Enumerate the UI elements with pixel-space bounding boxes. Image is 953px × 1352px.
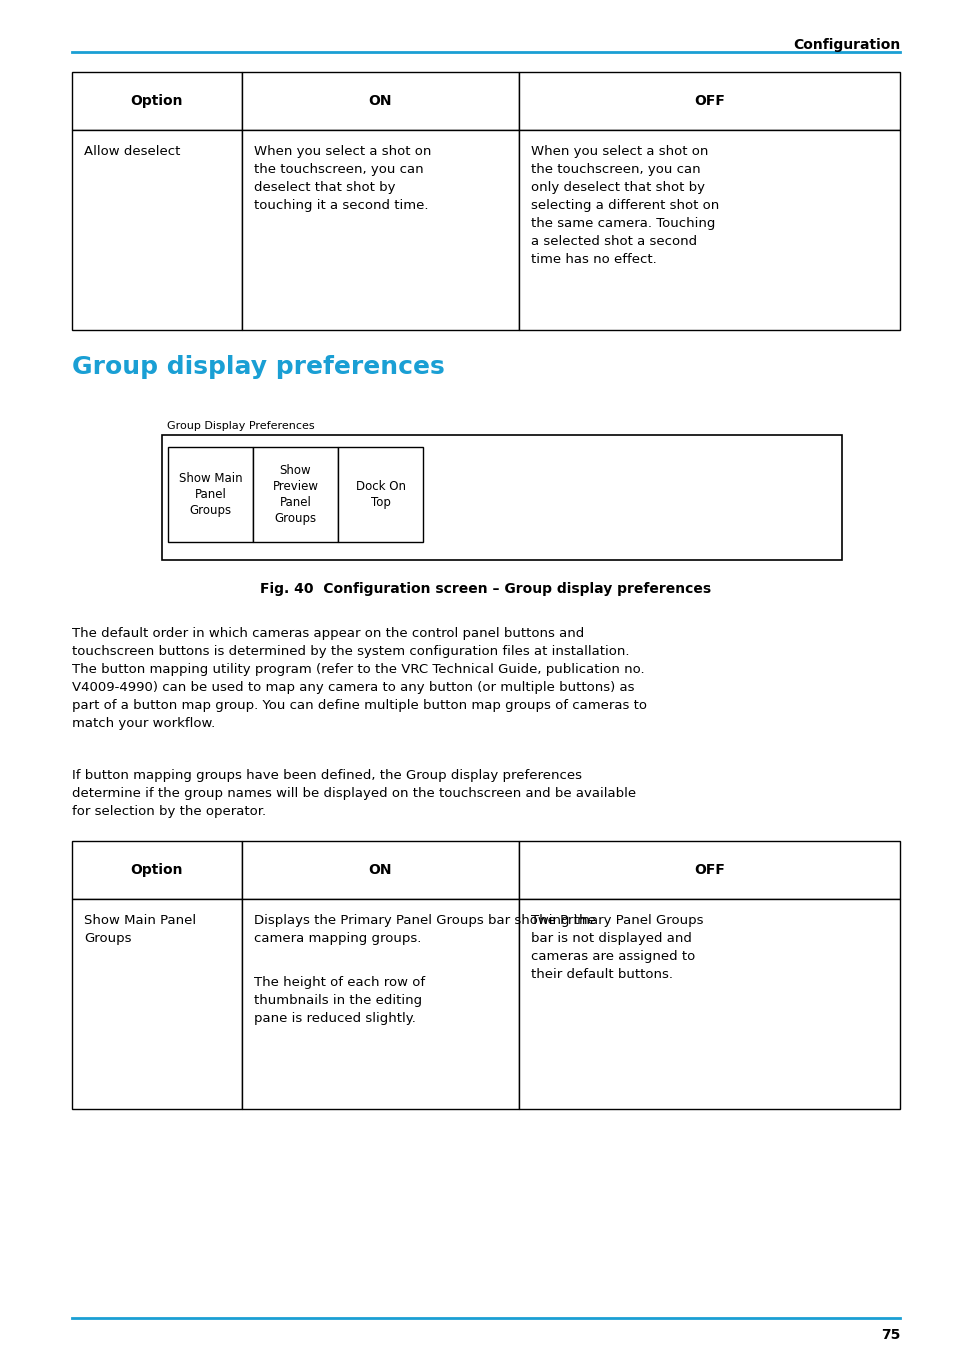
Bar (241, 72, 518, 130)
Text: When you select a shot on
the touchscreen, you can
only deselect that shot by
se: When you select a shot on the touchscree… (531, 145, 719, 266)
Text: ON: ON (368, 863, 392, 877)
Text: Show
Preview
Panel
Groups: Show Preview Panel Groups (273, 464, 318, 525)
Bar (253, 448, 337, 542)
Bar (518, 72, 899, 130)
Text: The Primary Panel Groups
bar is not displayed and
cameras are assigned to
their : The Primary Panel Groups bar is not disp… (531, 914, 703, 982)
Text: Configuration: Configuration (792, 38, 899, 51)
Text: 75: 75 (880, 1328, 899, 1343)
Text: Dock On
Top: Dock On Top (355, 480, 405, 508)
Text: When you select a shot on
the touchscreen, you can
deselect that shot by
touchin: When you select a shot on the touchscree… (253, 145, 431, 212)
Bar (71, 899, 241, 1109)
Text: Option: Option (131, 863, 183, 877)
Text: Displays the Primary Panel Groups bar showing the
camera mapping groups.: Displays the Primary Panel Groups bar sh… (253, 914, 595, 945)
Text: Fig. 40  Configuration screen – Group display preferences: Fig. 40 Configuration screen – Group dis… (260, 581, 711, 596)
Text: Group Display Preferences: Group Display Preferences (167, 420, 314, 431)
Text: OFF: OFF (694, 863, 724, 877)
Bar (162, 435, 841, 560)
Bar (518, 899, 899, 1109)
Bar (168, 448, 253, 542)
Text: Group display preferences: Group display preferences (71, 356, 444, 379)
Text: Show Main Panel
Groups: Show Main Panel Groups (84, 914, 196, 945)
Bar (241, 841, 518, 899)
Text: Allow deselect: Allow deselect (84, 145, 180, 158)
Text: OFF: OFF (694, 95, 724, 108)
Text: Option: Option (131, 95, 183, 108)
Bar (71, 841, 241, 899)
Bar (71, 130, 241, 330)
Text: Show Main
Panel
Groups: Show Main Panel Groups (178, 472, 242, 516)
Bar (71, 72, 241, 130)
Bar (241, 899, 518, 1109)
Text: The height of each row of
thumbnails in the editing
pane is reduced slightly.: The height of each row of thumbnails in … (253, 976, 424, 1025)
Bar (518, 841, 899, 899)
Text: The default order in which cameras appear on the control panel buttons and
touch: The default order in which cameras appea… (71, 627, 646, 730)
Bar (518, 130, 899, 330)
Bar (241, 130, 518, 330)
Text: If button mapping groups have been defined, the Group display preferences
determ: If button mapping groups have been defin… (71, 769, 636, 818)
Text: ON: ON (368, 95, 392, 108)
Bar (337, 448, 422, 542)
